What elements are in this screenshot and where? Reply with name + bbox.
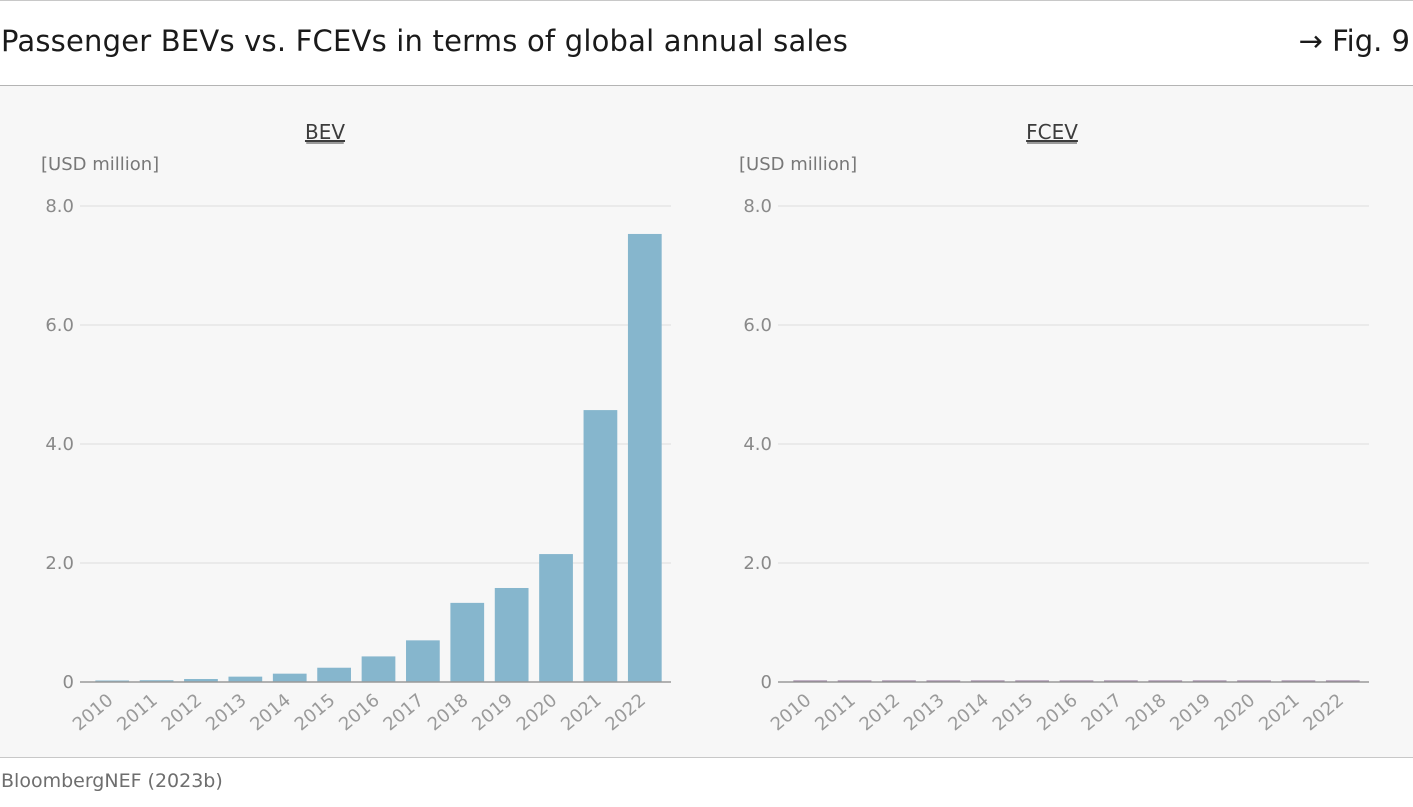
- x-tick-label: 2022: [601, 690, 650, 736]
- y-tick-label: 0: [761, 672, 772, 693]
- bar-2016: [361, 656, 396, 682]
- bar-2022: [627, 233, 662, 682]
- figure-title: Passenger BEVs vs. FCEVs in terms of glo…: [1, 24, 849, 58]
- x-tick-label: 2012: [856, 690, 905, 736]
- x-tick-label: 2016: [1033, 690, 1082, 736]
- x-tick-label: 2019: [468, 690, 517, 736]
- bar-2019: [494, 587, 529, 682]
- x-tick-label: 2018: [1122, 690, 1171, 736]
- x-tick-label: 2013: [202, 690, 251, 736]
- x-tick-label: 2018: [424, 690, 473, 736]
- top-rule: [0, 0, 1413, 1]
- bar-2012: [184, 679, 218, 682]
- x-tick-label: 2022: [1299, 690, 1348, 736]
- y-tick-label: 2.0: [743, 553, 772, 574]
- x-tick-label: 2021: [1255, 690, 1304, 736]
- x-tick-label: 2020: [1211, 690, 1260, 736]
- x-tick-label: 2011: [113, 690, 162, 736]
- footer-divider: [0, 757, 1413, 758]
- charts-canvas: BEV[USD million]02.04.06.08.020102011201…: [41, 120, 1369, 735]
- bar-2020: [539, 554, 573, 682]
- y-tick-label: 8.0: [743, 196, 772, 217]
- x-tick-label: 2015: [291, 690, 340, 736]
- x-tick-label: 2014: [944, 690, 993, 736]
- x-tick-label: 2017: [380, 690, 429, 736]
- header-divider: [0, 85, 1413, 86]
- y-axis-unit-label: [USD million]: [41, 154, 159, 175]
- bar-2018: [450, 602, 485, 682]
- y-tick-label: 4.0: [743, 434, 772, 455]
- chart-panel: [0, 86, 1413, 757]
- bar-2014: [272, 673, 307, 682]
- y-tick-label: 4.0: [45, 434, 74, 455]
- x-tick-label: 2012: [158, 690, 207, 736]
- x-tick-label: 2016: [335, 690, 384, 736]
- chart-title: BEV: [305, 120, 345, 144]
- bar-2013: [228, 676, 263, 682]
- y-tick-label: 2.0: [45, 553, 74, 574]
- bar-2017: [406, 640, 440, 682]
- x-tick-label: 2010: [767, 690, 816, 736]
- x-tick-label: 2019: [1166, 690, 1215, 736]
- x-tick-label: 2013: [900, 690, 949, 736]
- y-tick-label: 6.0: [45, 315, 74, 336]
- figure-reference: → Fig. 9: [1298, 24, 1410, 58]
- x-tick-label: 2015: [989, 690, 1038, 736]
- y-axis-unit-label: [USD million]: [739, 154, 857, 175]
- y-tick-label: 6.0: [743, 315, 772, 336]
- x-tick-label: 2011: [811, 690, 860, 736]
- x-tick-label: 2014: [246, 690, 295, 736]
- y-tick-label: 8.0: [45, 196, 74, 217]
- x-tick-label: 2010: [69, 690, 118, 736]
- x-tick-label: 2020: [513, 690, 562, 736]
- chart-title: FCEV: [1026, 120, 1078, 144]
- x-tick-label: 2017: [1078, 690, 1127, 736]
- x-tick-label: 2021: [557, 690, 606, 736]
- y-tick-label: 0: [63, 672, 74, 693]
- chart-0: BEV[USD million]02.04.06.08.020102011201…: [41, 120, 671, 735]
- chart-1: FCEV[USD million]02.04.06.08.02010201120…: [739, 120, 1369, 735]
- bar-2015: [317, 667, 351, 682]
- source-note: BloombergNEF (2023b): [1, 770, 223, 792]
- bar-2021: [583, 410, 618, 682]
- figure-header: Passenger BEVs vs. FCEVs in terms of glo…: [0, 0, 1413, 85]
- bar-2011: [139, 680, 174, 682]
